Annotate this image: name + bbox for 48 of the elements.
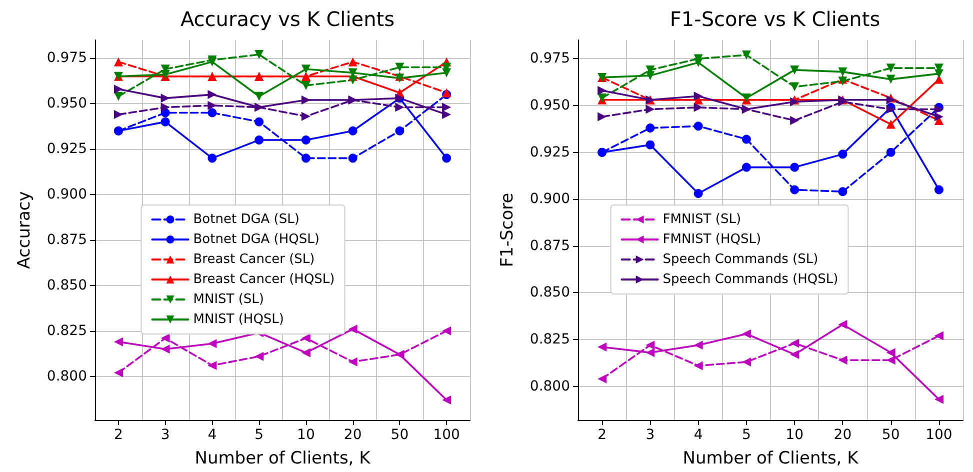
x-tick-label: 4 (694, 427, 703, 443)
y-tick-label: 0.800 (530, 378, 570, 394)
x-axis-title: Number of Clients, K (194, 448, 372, 468)
y-tick-label: 0.950 (530, 98, 570, 114)
y-axis-title: F1-Score (498, 192, 518, 268)
legend-label: Breast Cancer (SL) (193, 252, 315, 267)
y-tick-label: 0.800 (46, 368, 87, 384)
y-tick-label: 0.925 (46, 141, 87, 158)
y-tick-label: 0.950 (46, 96, 87, 112)
legend-label: Speech Commands (SL) (662, 252, 818, 267)
y-tick-label: 0.975 (530, 50, 570, 67)
x-tick-label: 20 (834, 427, 852, 443)
y-axis-title: Accuracy (14, 191, 34, 269)
x-tick-label: 50 (882, 427, 900, 443)
y-tick-label: 0.850 (46, 277, 87, 294)
x-tick-label: 2 (114, 427, 123, 443)
legend-label: Botnet DGA (SL) (193, 212, 300, 227)
legend-label: Speech Commands (HQSL) (662, 272, 838, 287)
y-tick-label: 0.850 (530, 284, 570, 301)
chart-title: F1-Score vs K Clients (670, 7, 880, 31)
x-tick-label: 4 (208, 427, 217, 443)
y-tick-label: 0.825 (46, 322, 87, 339)
x-tick-label: 20 (344, 427, 362, 443)
x-tick-label: 100 (926, 427, 952, 443)
x-axis-title: Number of Clients, K (682, 448, 860, 468)
x-tick-label: 10 (297, 427, 315, 443)
legend-label: FMNIST (SL) (662, 212, 742, 227)
legend-label: MNIST (HQSL) (193, 312, 284, 327)
legend-label: Breast Cancer (HQSL) (193, 272, 335, 287)
y-tick-label: 0.900 (46, 186, 87, 203)
y-tick-label: 0.975 (46, 50, 87, 66)
x-tick-label: 2 (598, 427, 607, 443)
y-tick-label: 0.875 (46, 232, 87, 248)
legend-label: MNIST (SL) (193, 292, 264, 307)
y-tick-label: 0.825 (530, 332, 570, 348)
legend-label: FMNIST (HQSL) (662, 232, 762, 247)
x-tick-label: 5 (742, 427, 751, 443)
x-tick-label: 3 (160, 427, 170, 443)
x-tick-label: 3 (646, 427, 655, 443)
x-tick-label: 50 (390, 427, 409, 443)
y-tick-label: 0.875 (530, 238, 570, 254)
y-tick-label: 0.925 (530, 144, 570, 160)
x-tick-label: 100 (433, 427, 460, 443)
legend-label: Botnet DGA (HQSL) (193, 232, 320, 247)
y-tick-label: 0.900 (530, 191, 570, 208)
x-tick-label: 5 (254, 427, 264, 443)
x-tick-label: 10 (786, 427, 804, 443)
chart-title: Accuracy vs K Clients (180, 7, 395, 31)
